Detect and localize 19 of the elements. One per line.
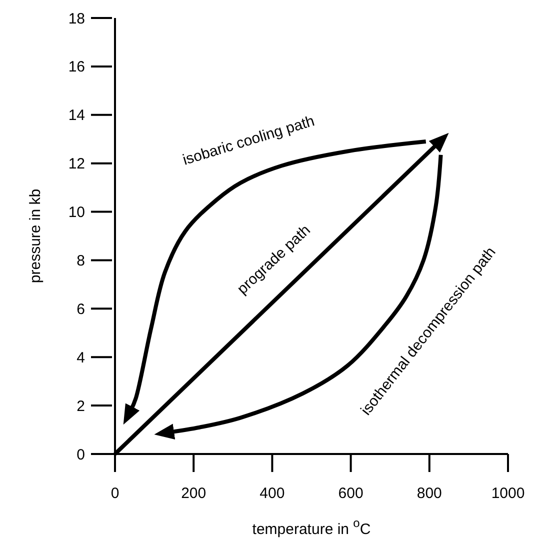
x-tick-label: 0	[110, 485, 120, 502]
x-tick-label: 1000	[491, 485, 525, 502]
x-tick-label: 800	[416, 485, 442, 502]
y-tick-label: 12	[68, 156, 85, 173]
y-tick-label: 2	[76, 398, 85, 415]
y-tick-label: 6	[76, 300, 85, 318]
x-tick-label: 400	[260, 485, 285, 502]
annotation: isobaric cooling path	[180, 112, 317, 169]
y-tick-label: 18	[68, 10, 85, 28]
x-tick-label: 200	[181, 485, 206, 502]
y-tick-label: 14	[68, 107, 85, 124]
y-tick-label: 8	[76, 252, 85, 270]
x-tick-label: 600	[338, 485, 364, 502]
y-tick-label: 0	[76, 446, 85, 464]
y-axis-title: pressure in kb	[27, 188, 44, 284]
y-tick-label: 16	[68, 58, 85, 76]
y-tick-label: 4	[76, 349, 85, 366]
x-axis-title: temperature in $^{o}$C	[252, 516, 371, 538]
y-tick-label: 10	[68, 204, 85, 222]
